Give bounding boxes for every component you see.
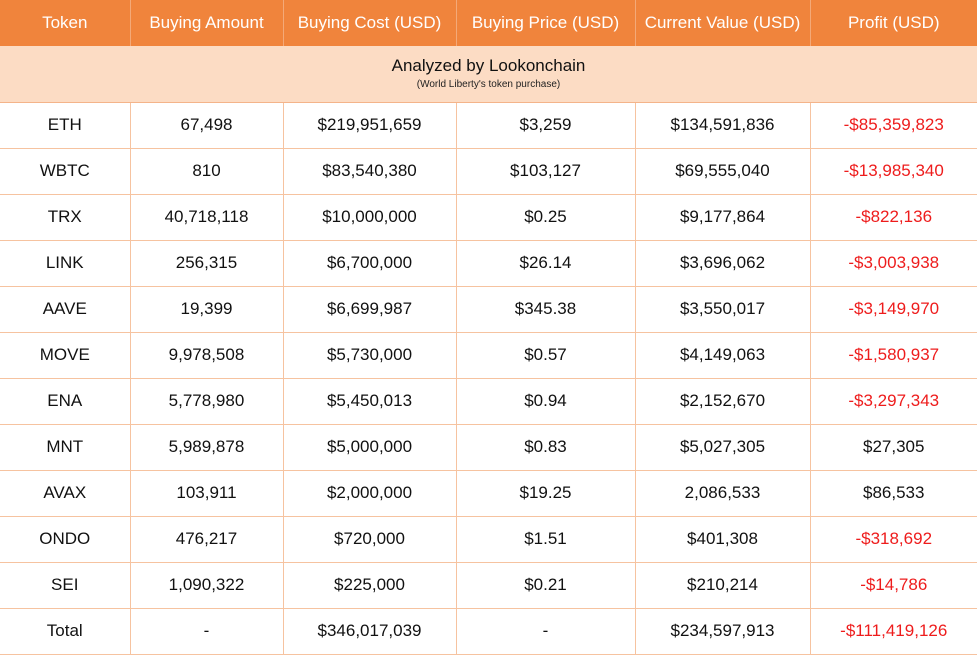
token-cell: WBTC bbox=[0, 148, 131, 195]
table-row: TRX 40,718,118 $10,000,000 $0.25 $9,177,864-… bbox=[0, 194, 977, 241]
buying-cost-cell: $2,000,000 bbox=[283, 470, 457, 517]
profit-cell: -$318,692 bbox=[810, 516, 977, 563]
current-value-cell: $4,149,063 bbox=[635, 332, 811, 379]
table-body: ETH 67,498 $219,951,659 $3,259 $134,591,836-… bbox=[0, 102, 977, 655]
buying-amount-cell: 476,217 bbox=[130, 516, 284, 563]
buying-amount-cell: 1,090,322 bbox=[130, 562, 284, 609]
buying-cost-cell: $5,730,000 bbox=[283, 332, 457, 379]
buying-amount-cell: 5,778,980 bbox=[130, 378, 284, 425]
column-header-profit: Profit (USD) bbox=[810, 0, 977, 46]
table-row: SEI 1,090,322 $225,000 $0.21 $210,214 -$14,78… bbox=[0, 562, 977, 609]
column-header-buying-cost: Buying Cost (USD) bbox=[283, 0, 457, 46]
buying-amount-cell: 5,989,878 bbox=[130, 424, 284, 471]
profit-cell: $86,533 bbox=[810, 470, 977, 517]
buying-price-cell: $1.51 bbox=[456, 516, 636, 563]
token-cell: TRX bbox=[0, 194, 131, 241]
token-cell: ETH bbox=[0, 102, 131, 149]
column-header-token: Token bbox=[0, 0, 131, 46]
profit-cell: -$1,580,937 bbox=[810, 332, 977, 379]
buying-cost-cell: $225,000 bbox=[283, 562, 457, 609]
token-cell: LINK bbox=[0, 240, 131, 287]
profit-cell: -$3,149,970 bbox=[810, 286, 977, 333]
buying-cost-cell: $720,000 bbox=[283, 516, 457, 563]
buying-cost-cell: $6,700,000 bbox=[283, 240, 457, 287]
profit-cell: -$111,419,126 bbox=[810, 608, 977, 655]
buying-amount-cell: 810 bbox=[130, 148, 284, 195]
buying-cost-cell: $346,017,039 bbox=[283, 608, 457, 655]
profit-cell: -$85,359,823 bbox=[810, 102, 977, 149]
buying-price-cell: $0.94 bbox=[456, 378, 636, 425]
buying-cost-cell: $219,951,659 bbox=[283, 102, 457, 149]
buying-cost-cell: $5,000,000 bbox=[283, 424, 457, 471]
buying-price-cell: - bbox=[456, 608, 636, 655]
caption-subtitle: (World Liberty's token purchase) bbox=[416, 78, 561, 90]
current-value-cell: $3,550,017 bbox=[635, 286, 811, 333]
buying-amount-cell: 256,315 bbox=[130, 240, 284, 287]
token-cell: AVAX bbox=[0, 470, 131, 517]
table-row: ENA 5,778,980 $5,450,013 $0.94 $2,152,670 -$3… bbox=[0, 378, 977, 425]
buying-price-cell: $0.57 bbox=[456, 332, 636, 379]
table-row: LINK 256,315 $6,700,000 $26.14 $3,696,062 -$3… bbox=[0, 240, 977, 287]
buying-amount-cell: 67,498 bbox=[130, 102, 284, 149]
column-header-buying-amount: Buying Amount bbox=[130, 0, 284, 46]
current-value-cell: $69,555,040 bbox=[635, 148, 811, 195]
buying-amount-cell: 19,399 bbox=[130, 286, 284, 333]
current-value-cell: $9,177,864 bbox=[635, 194, 811, 241]
buying-price-cell: $0.21 bbox=[456, 562, 636, 609]
table-row: ONDO 476,217 $720,000 $1.51 $401,308 -$318,69… bbox=[0, 516, 977, 563]
buying-amount-cell: 103,911 bbox=[130, 470, 284, 517]
current-value-cell: 2,086,533 bbox=[635, 470, 811, 517]
buying-cost-cell: $6,699,987 bbox=[283, 286, 457, 333]
token-cell: MNT bbox=[0, 424, 131, 471]
caption-title: Analyzed by Lookonchain bbox=[391, 55, 586, 75]
table-row: AVAX 103,911 $2,000,000 $19.25 2,086,533 $86,… bbox=[0, 470, 977, 517]
token-cell: MOVE bbox=[0, 332, 131, 379]
token-cell: SEI bbox=[0, 562, 131, 609]
column-header-buying-price: Buying Price (USD) bbox=[456, 0, 636, 46]
token-cell: Total bbox=[0, 608, 131, 655]
buying-amount-cell: 40,718,118 bbox=[130, 194, 284, 241]
caption-row: Analyzed by Lookonchain (World Liberty's… bbox=[0, 46, 977, 103]
buying-cost-cell: $83,540,380 bbox=[283, 148, 457, 195]
profit-cell: -$3,003,938 bbox=[810, 240, 977, 287]
buying-price-cell: $19.25 bbox=[456, 470, 636, 517]
current-value-cell: $134,591,836 bbox=[635, 102, 811, 149]
current-value-cell: $210,214 bbox=[635, 562, 811, 609]
token-cell: ONDO bbox=[0, 516, 131, 563]
token-cell: ENA bbox=[0, 378, 131, 425]
profit-cell: $27,305 bbox=[810, 424, 977, 471]
current-value-cell: $2,152,670 bbox=[635, 378, 811, 425]
current-value-cell: $234,597,913 bbox=[635, 608, 811, 655]
buying-cost-cell: $10,000,000 bbox=[283, 194, 457, 241]
table-row: MNT 5,989,878 $5,000,000 $0.83 $5,027,305 $27… bbox=[0, 424, 977, 471]
header-row: Token Buying Amount Buying Cost (USD) Bu… bbox=[0, 0, 977, 46]
current-value-cell: $401,308 bbox=[635, 516, 811, 563]
table-row: ETH 67,498 $219,951,659 $3,259 $134,591,836-… bbox=[0, 102, 977, 149]
buying-amount-cell: 9,978,508 bbox=[130, 332, 284, 379]
buying-cost-cell: $5,450,013 bbox=[283, 378, 457, 425]
current-value-cell: $5,027,305 bbox=[635, 424, 811, 471]
table-row: AAVE 19,399 $6,699,987 $345.38 $3,550,017 -$3… bbox=[0, 286, 977, 333]
buying-price-cell: $0.83 bbox=[456, 424, 636, 471]
profit-cell: -$3,297,343 bbox=[810, 378, 977, 425]
table-row: WBTC 810 $83,540,380 $103,127 $69,555,040 -$1… bbox=[0, 148, 977, 195]
profit-cell: -$14,786 bbox=[810, 562, 977, 609]
token-cell: AAVE bbox=[0, 286, 131, 333]
buying-price-cell: $0.25 bbox=[456, 194, 636, 241]
buying-price-cell: $103,127 bbox=[456, 148, 636, 195]
buying-price-cell: $3,259 bbox=[456, 102, 636, 149]
profit-cell: -$822,136 bbox=[810, 194, 977, 241]
total-row: Total - $346,017,039- $234,597,913 -$111,419… bbox=[0, 608, 977, 655]
buying-amount-cell: - bbox=[130, 608, 284, 655]
buying-price-cell: $345.38 bbox=[456, 286, 636, 333]
current-value-cell: $3,696,062 bbox=[635, 240, 811, 287]
column-header-current-value: Current Value (USD) bbox=[635, 0, 811, 46]
caption-cell: Analyzed by Lookonchain (World Liberty's… bbox=[0, 46, 977, 103]
profit-cell: -$13,985,340 bbox=[810, 148, 977, 195]
table-row: MOVE 9,978,508 $5,730,000 $0.57 $4,149,063 -$… bbox=[0, 332, 977, 379]
buying-price-cell: $26.14 bbox=[456, 240, 636, 287]
